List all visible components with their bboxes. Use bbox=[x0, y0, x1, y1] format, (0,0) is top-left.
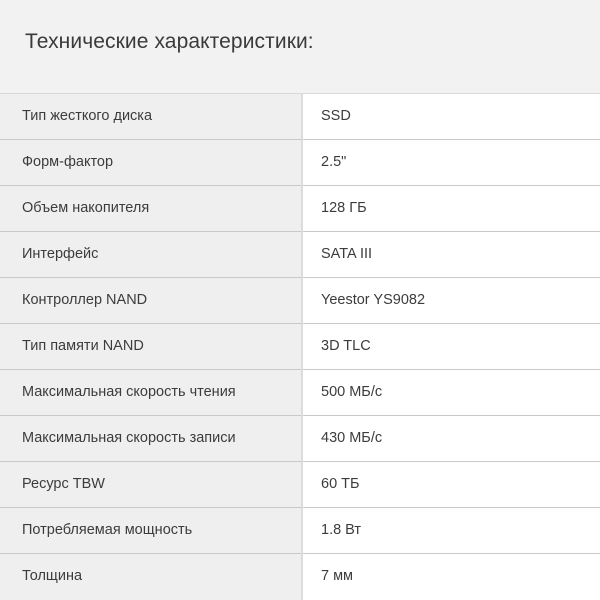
specifications-table: Тип жесткого диска SSD Форм-фактор 2.5" … bbox=[0, 93, 600, 600]
table-row: Форм-фактор 2.5" bbox=[0, 139, 600, 186]
spec-label-cell: Тип жесткого диска bbox=[0, 93, 303, 140]
spec-label-text: Форм-фактор bbox=[22, 154, 114, 170]
spec-value-text: 500 МБ/с bbox=[321, 384, 383, 400]
spec-label-text: Толщина bbox=[22, 568, 83, 585]
spec-value-cell: 1.8 Вт bbox=[302, 507, 600, 554]
spec-label-text: Тип памяти NAND bbox=[22, 338, 144, 354]
spec-value-cell: 7 мм bbox=[302, 553, 600, 600]
spec-value-text: 7 мм bbox=[321, 568, 354, 585]
spec-label-text: Объем накопителя bbox=[22, 200, 150, 216]
spec-label-cell: Контроллер NAND bbox=[0, 277, 303, 324]
table-row: Интерфейс SATA III bbox=[0, 231, 600, 278]
spec-label-text: Ресурс TBW bbox=[22, 476, 105, 492]
table-row: Тип памяти NAND 3D TLC bbox=[0, 323, 600, 370]
spec-value-text: SSD bbox=[321, 108, 351, 124]
spec-value-text: Yeestor YS9082 bbox=[321, 292, 426, 308]
spec-value-cell: Yeestor YS9082 bbox=[302, 277, 600, 324]
spec-value-text: 1.8 Вт bbox=[321, 522, 362, 538]
spec-label-cell: Объем накопителя bbox=[0, 185, 303, 232]
specifications-table-body: Тип жесткого диска SSD Форм-фактор 2.5" … bbox=[0, 93, 600, 600]
table-row: Контроллер NAND Yeestor YS9082 bbox=[0, 277, 600, 324]
spec-value-text: SATA III bbox=[321, 246, 373, 262]
spec-label-cell: Тип памяти NAND bbox=[0, 323, 303, 370]
page-title: Технические характеристики: bbox=[25, 30, 314, 53]
table-row: Толщина 7 мм bbox=[0, 553, 600, 600]
spec-label-cell: Потребляемая мощность bbox=[0, 507, 303, 554]
table-row: Максимальная скорость записи 430 МБ/с bbox=[0, 415, 600, 462]
spec-label-text: Максимальная скорость чтения bbox=[22, 384, 236, 400]
spec-label-text: Потребляемая мощность bbox=[22, 522, 193, 538]
spec-label-cell: Максимальная скорость чтения bbox=[0, 369, 303, 416]
spec-value-cell: SSD bbox=[302, 93, 600, 140]
spec-label-cell: Максимальная скорость записи bbox=[0, 415, 303, 462]
spec-label-cell: Форм-фактор bbox=[0, 139, 303, 186]
spec-label-cell: Ресурс TBW bbox=[0, 461, 303, 508]
spec-label-text: Контроллер NAND bbox=[22, 292, 148, 308]
spec-label-text: Тип жесткого диска bbox=[22, 108, 153, 124]
spec-value-text: 128 ГБ bbox=[321, 200, 367, 216]
spec-value-cell: 500 МБ/с bbox=[302, 369, 600, 416]
spec-value-text: 3D TLC bbox=[321, 338, 371, 354]
spec-label-cell: Интерфейс bbox=[0, 231, 303, 278]
spec-value-cell: 3D TLC bbox=[302, 323, 600, 370]
spec-value-cell: 60 ТБ bbox=[302, 461, 600, 508]
spec-value-cell: 128 ГБ bbox=[302, 185, 600, 232]
table-row: Максимальная скорость чтения 500 МБ/с bbox=[0, 369, 600, 416]
spec-value-text: 430 МБ/с bbox=[321, 430, 383, 446]
spec-value-text: 60 ТБ bbox=[321, 476, 360, 492]
spec-value-cell: 2.5" bbox=[302, 139, 600, 186]
spec-label-text: Интерфейс bbox=[22, 246, 99, 262]
table-row: Тип жесткого диска SSD bbox=[0, 93, 600, 140]
table-row: Ресурс TBW 60 ТБ bbox=[0, 461, 600, 508]
table-row: Потребляемая мощность 1.8 Вт bbox=[0, 507, 600, 554]
spec-value-cell: SATA III bbox=[302, 231, 600, 278]
spec-value-text: 2.5" bbox=[321, 154, 347, 170]
spec-label-cell: Толщина bbox=[0, 553, 303, 600]
spec-label-text: Максимальная скорость записи bbox=[22, 430, 236, 446]
spec-value-cell: 430 МБ/с bbox=[302, 415, 600, 462]
table-row: Объем накопителя 128 ГБ bbox=[0, 185, 600, 232]
